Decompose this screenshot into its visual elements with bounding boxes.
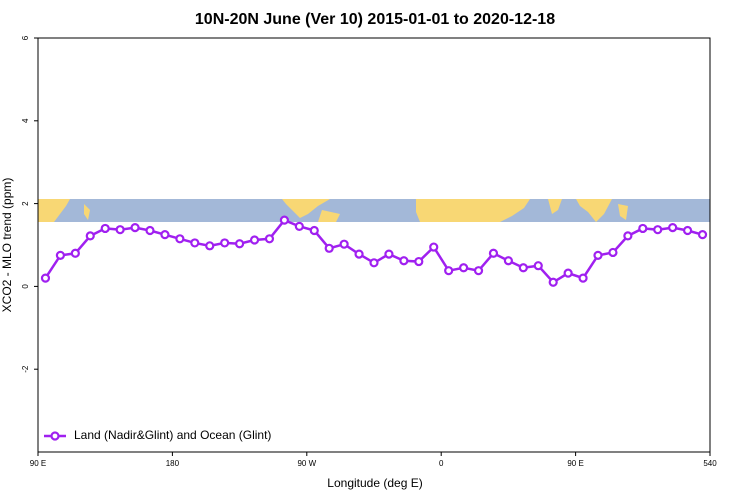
point xyxy=(309,225,319,236)
point xyxy=(414,256,424,267)
x-tick-label: 0 xyxy=(439,459,444,468)
point xyxy=(40,273,51,283)
point xyxy=(354,249,364,259)
point xyxy=(279,215,289,225)
point xyxy=(220,238,230,248)
point xyxy=(264,234,275,244)
chart-title: 10N-20N June (Ver 10) 2015-01-01 to 2020… xyxy=(195,11,555,28)
point xyxy=(384,249,394,259)
plot-frame xyxy=(37,37,711,453)
point xyxy=(294,221,304,231)
point xyxy=(324,243,334,253)
point xyxy=(160,230,170,240)
y-axis-label: XCO2 - MLO trend (ppm) xyxy=(0,178,14,313)
legend-marker xyxy=(50,431,60,441)
x-tick-label: 90 W xyxy=(297,459,316,468)
point xyxy=(205,241,215,251)
map-background xyxy=(38,199,710,222)
point xyxy=(85,231,95,241)
point xyxy=(190,238,200,248)
point xyxy=(249,235,260,245)
point xyxy=(55,250,66,260)
x-axis-label: Longitude (deg E) xyxy=(327,476,422,490)
point xyxy=(459,263,469,273)
series-line xyxy=(44,218,703,284)
point xyxy=(638,223,648,234)
x-tick-label: 90 E xyxy=(30,459,46,468)
point xyxy=(175,234,185,244)
point xyxy=(429,242,439,252)
point xyxy=(503,256,513,266)
point xyxy=(369,258,379,268)
point xyxy=(697,230,708,240)
y-tick-label: 2 xyxy=(21,201,30,206)
point xyxy=(563,268,573,278)
point xyxy=(70,248,80,258)
point xyxy=(653,225,663,235)
point xyxy=(578,273,588,283)
x-tick-label: 540 xyxy=(703,459,717,468)
point xyxy=(668,223,678,233)
x-tick-label: 90 E xyxy=(567,459,583,468)
point xyxy=(115,225,125,235)
legend-label: Land (Nadir&Glint) and Ocean (Glint) xyxy=(74,428,271,442)
point xyxy=(473,266,484,276)
point xyxy=(130,223,140,233)
point xyxy=(399,256,409,266)
point xyxy=(100,223,110,234)
point xyxy=(235,239,245,249)
y-tick-label: 4 xyxy=(21,118,30,123)
y-tick-label: -2 xyxy=(21,365,30,373)
point xyxy=(593,250,603,260)
point xyxy=(548,277,558,287)
x-tick-label: 180 xyxy=(166,459,180,468)
point xyxy=(488,248,499,258)
point xyxy=(444,266,454,276)
y-tick-label: 6 xyxy=(21,35,30,40)
point xyxy=(339,239,349,249)
point xyxy=(682,225,693,236)
point xyxy=(533,261,543,271)
point xyxy=(518,263,528,273)
point xyxy=(608,247,618,258)
y-tick-label: 0 xyxy=(21,284,30,289)
point xyxy=(623,231,633,241)
point xyxy=(145,225,155,236)
